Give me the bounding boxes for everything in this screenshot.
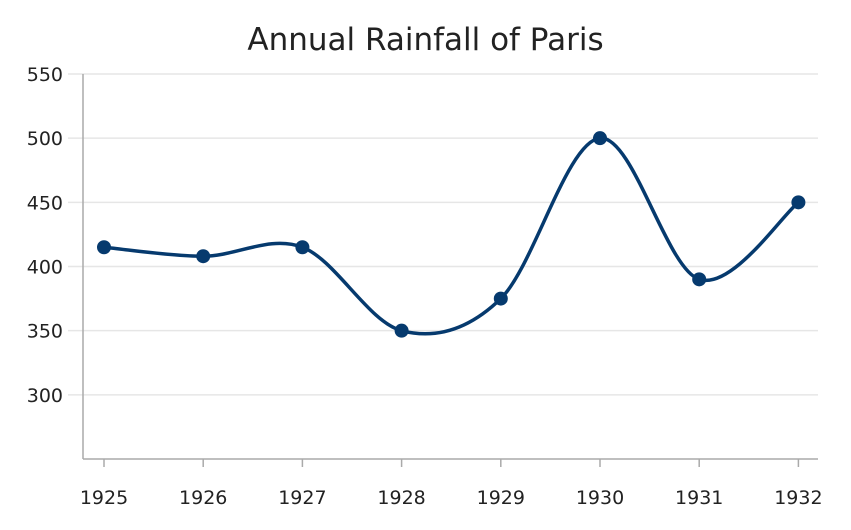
y-tick-label: 350 — [27, 321, 63, 343]
x-tick-label: 1932 — [774, 487, 822, 509]
y-tick-label: 500 — [27, 128, 63, 150]
data-point — [791, 195, 806, 210]
x-tick-label: 1928 — [377, 487, 425, 509]
y-tick-label: 450 — [27, 192, 63, 214]
y-tick-label: 300 — [27, 385, 63, 407]
x-tick-label: 1929 — [477, 487, 525, 509]
data-point — [593, 131, 607, 146]
x-tick-label: 1925 — [80, 487, 128, 509]
series-line — [103, 136, 800, 336]
data-point — [394, 323, 409, 338]
x-tick-label: 1926 — [179, 487, 227, 509]
data-point — [97, 240, 111, 255]
y-tick-label: 400 — [27, 257, 63, 279]
x-tick-label: 1927 — [278, 487, 326, 509]
data-point — [692, 272, 707, 287]
x-tick-label: 1931 — [675, 487, 723, 509]
data-point — [196, 249, 211, 264]
y-tick-label: 550 — [27, 64, 63, 86]
x-tick-label: 1930 — [576, 487, 624, 509]
chart-title: Annual Rainfall of Paris — [247, 22, 604, 58]
data-point — [295, 240, 310, 255]
data-point — [493, 291, 508, 306]
